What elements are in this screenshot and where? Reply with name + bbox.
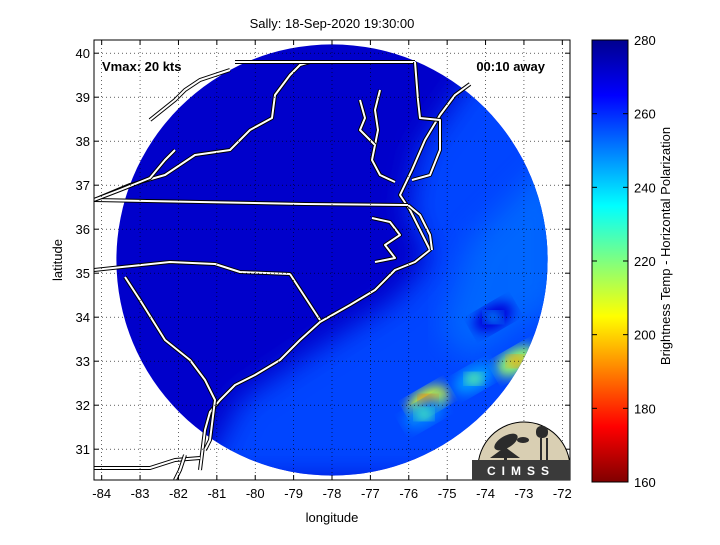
x-tick-label: -83 bbox=[131, 486, 150, 501]
state-border-line bbox=[407, 204, 433, 251]
x-tick-label: -76 bbox=[399, 486, 418, 501]
state-border-line bbox=[94, 149, 176, 201]
time-to-closest-label: 00:10 away bbox=[476, 59, 545, 74]
cimss-logo-text: CIMSS bbox=[487, 464, 555, 478]
state-borders bbox=[94, 60, 472, 480]
offshore-band bbox=[440, 150, 548, 360]
colorbar-tick-label: 280 bbox=[634, 33, 656, 48]
state-border-line bbox=[411, 61, 441, 181]
y-tick-label: 34 bbox=[76, 310, 90, 325]
state-border-line bbox=[371, 217, 401, 263]
y-tick-label: 35 bbox=[76, 266, 90, 281]
state-border-line bbox=[94, 261, 321, 321]
colorbar bbox=[591, 39, 629, 483]
convective-cell bbox=[484, 311, 503, 324]
y-tick-label: 37 bbox=[76, 178, 90, 193]
figure-title: Sally: 18-Sep-2020 19:30:00 bbox=[250, 16, 415, 31]
y-tick-label: 36 bbox=[76, 222, 90, 237]
state-border-line bbox=[94, 61, 311, 201]
y-tick-label: 40 bbox=[76, 46, 90, 61]
y-axis: 31 32 33 34 35 36 37 38 39 40 bbox=[76, 46, 570, 457]
colorbar-tick-label: 200 bbox=[634, 328, 656, 343]
state-border-line bbox=[94, 199, 409, 206]
state-border-line bbox=[94, 457, 201, 469]
vmax-label: Vmax: 20 kts bbox=[102, 59, 182, 74]
state-border-line bbox=[149, 69, 231, 121]
x-tick-label: -72 bbox=[553, 486, 572, 501]
colorbar-tick-label: 240 bbox=[634, 180, 656, 195]
convective-cell bbox=[465, 372, 484, 385]
x-tick-label: -77 bbox=[361, 486, 380, 501]
colorbar-tick-label: 220 bbox=[634, 254, 656, 269]
x-tick-label: -81 bbox=[207, 486, 226, 501]
convective-cell bbox=[415, 408, 434, 420]
y-axis-label: latitude bbox=[50, 239, 65, 281]
x-axis-label: longitude bbox=[306, 510, 359, 525]
state-border-line bbox=[124, 276, 216, 451]
x-tick-label: -75 bbox=[438, 486, 457, 501]
y-tick-label: 32 bbox=[76, 398, 90, 413]
x-tick-label: -74 bbox=[476, 486, 495, 501]
state-border-line bbox=[359, 99, 376, 146]
x-axis: -84 -83 -82 -81 -80 -79 -78 -77 -76 -75 -74 -73 -72 bbox=[92, 40, 572, 501]
y-tick-label: 38 bbox=[76, 134, 90, 149]
y-tick-label: 33 bbox=[76, 354, 90, 369]
x-tick-label: -78 bbox=[323, 486, 342, 501]
y-tick-label: 31 bbox=[76, 442, 90, 457]
state-border-line bbox=[199, 83, 471, 471]
x-tick-label: -84 bbox=[92, 486, 111, 501]
colorbar-tick-label: 160 bbox=[634, 475, 656, 490]
colorbar-ticks: 160 180 200 220 240 260 280 bbox=[592, 33, 656, 490]
colorbar-tick-label: 260 bbox=[634, 107, 656, 122]
x-tick-label: -82 bbox=[169, 486, 188, 501]
x-tick-label: -80 bbox=[246, 486, 265, 501]
map-plot bbox=[94, 40, 570, 480]
cimss-logo: CIMSS bbox=[472, 421, 571, 480]
colorbar-tick-label: 180 bbox=[634, 401, 656, 416]
y-tick-label: 39 bbox=[76, 90, 90, 105]
x-tick-label: -73 bbox=[515, 486, 534, 501]
x-tick-label: -79 bbox=[284, 486, 303, 501]
colorbar-label: Brightness Temp - Horizontal Polarizatio… bbox=[658, 127, 673, 365]
state-border-line bbox=[174, 454, 186, 480]
